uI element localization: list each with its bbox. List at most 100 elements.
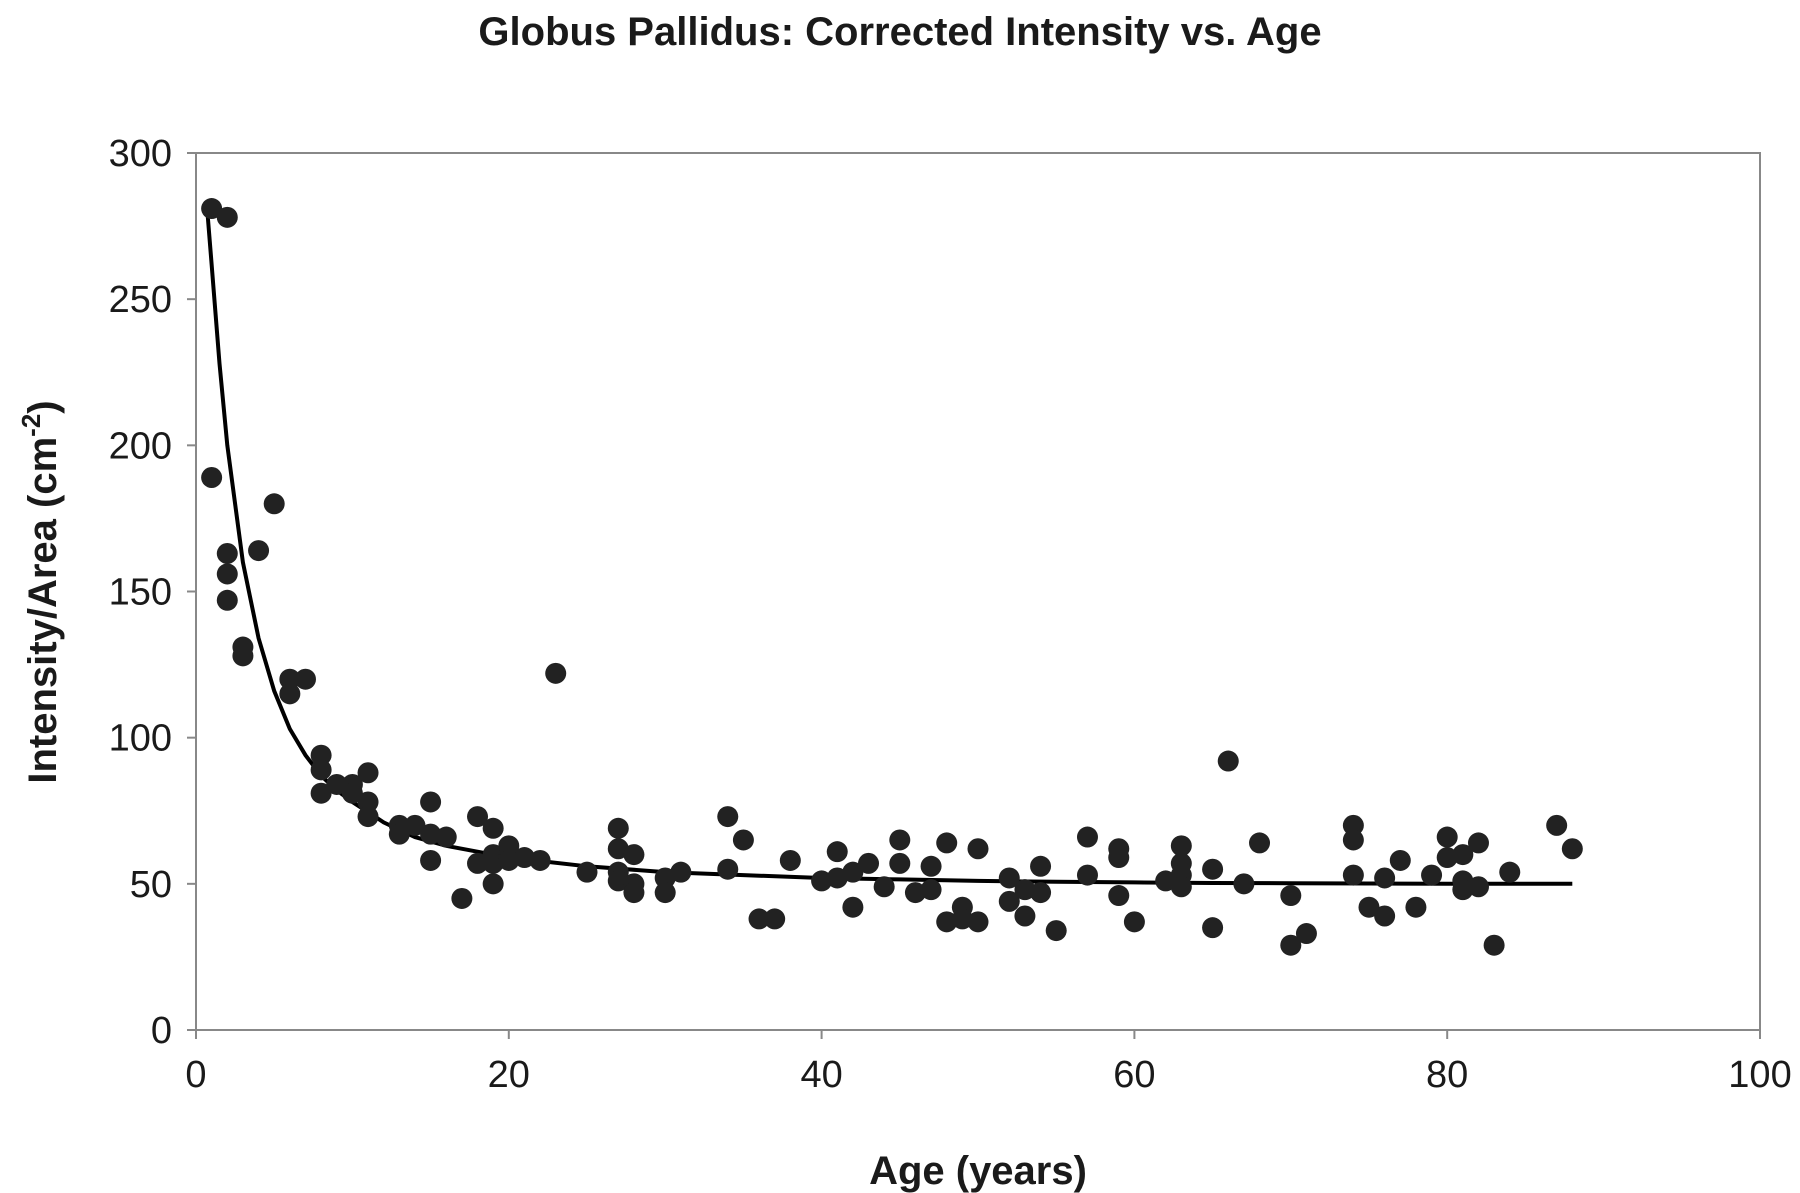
- x-axis-label: Age (years): [869, 1149, 1087, 1193]
- data-point: [279, 668, 301, 690]
- data-point: [357, 762, 379, 784]
- data-point: [1108, 847, 1130, 869]
- data-point: [607, 870, 629, 892]
- data-point: [1045, 920, 1067, 942]
- data-point: [936, 911, 958, 933]
- data-point: [388, 823, 410, 845]
- data-point: [357, 791, 379, 813]
- data-point: [1202, 917, 1224, 939]
- data-point: [1170, 835, 1192, 857]
- data-point: [842, 861, 864, 883]
- y-tick-label: 200: [109, 425, 172, 467]
- data-point: [310, 759, 332, 781]
- data-point: [858, 852, 880, 874]
- data-point: [889, 829, 911, 851]
- data-point: [904, 882, 926, 904]
- fit-curve: [204, 205, 1573, 886]
- data-point: [232, 645, 254, 667]
- data-point: [1467, 876, 1489, 898]
- y-axis-label-close: ): [21, 400, 65, 413]
- data-point: [670, 861, 692, 883]
- data-point: [1405, 896, 1427, 918]
- y-axis-label: Intensity/Area (cm-2): [16, 400, 65, 783]
- data-point: [216, 542, 238, 564]
- data-point: [967, 838, 989, 860]
- data-point: [732, 829, 754, 851]
- y-tick-label: 0: [151, 1010, 172, 1052]
- data-point: [1374, 867, 1396, 889]
- data-point: [998, 890, 1020, 912]
- data-point: [1358, 896, 1380, 918]
- data-point: [294, 668, 316, 690]
- data-point: [310, 782, 332, 804]
- data-point: [889, 852, 911, 874]
- data-point: [826, 841, 848, 863]
- data-point: [326, 773, 348, 795]
- data-point: [576, 861, 598, 883]
- x-tick-label: 80: [1426, 1054, 1468, 1096]
- data-point: [1249, 832, 1271, 854]
- data-point: [420, 791, 442, 813]
- data-point: [1421, 864, 1443, 886]
- data-point: [263, 493, 285, 515]
- data-point: [1280, 934, 1302, 956]
- data-point: [482, 873, 504, 895]
- data-point: [1014, 905, 1036, 927]
- data-point: [545, 662, 567, 684]
- data-point: [811, 870, 833, 892]
- data-point: [201, 198, 223, 220]
- data-point: [482, 817, 504, 839]
- y-tick-label: 250: [109, 279, 172, 321]
- data-point: [920, 879, 942, 901]
- data-point: [1561, 838, 1583, 860]
- data-point: [967, 911, 989, 933]
- data-point: [1202, 858, 1224, 880]
- data-point: [607, 817, 629, 839]
- data-point: [1217, 750, 1239, 772]
- x-tick-label: 0: [185, 1054, 206, 1096]
- data-point: [1342, 864, 1364, 886]
- data-point: [1483, 934, 1505, 956]
- data-point: [1030, 855, 1052, 877]
- data-point: [420, 823, 442, 845]
- plot-frame: [195, 152, 1761, 1031]
- data-point: [529, 849, 551, 871]
- data-point: [420, 849, 442, 871]
- data-point: [216, 563, 238, 585]
- y-axis-ticks: 0 50 100 150 200 250 300: [109, 133, 196, 1052]
- y-tick-label: 150: [109, 572, 172, 614]
- data-point: [1546, 814, 1568, 836]
- data-point: [1342, 829, 1364, 851]
- data-point: [1170, 876, 1192, 898]
- data-point: [1076, 864, 1098, 886]
- x-tick-label: 40: [800, 1054, 842, 1096]
- x-tick-label: 20: [488, 1054, 530, 1096]
- data-point: [623, 882, 645, 904]
- y-tick-label: 300: [109, 133, 172, 175]
- y-axis-label-superscript: -2: [16, 414, 46, 437]
- data-point: [779, 849, 801, 871]
- data-point: [748, 908, 770, 930]
- data-point: [873, 876, 895, 898]
- data-point: [1295, 923, 1317, 945]
- data-point: [1280, 885, 1302, 907]
- data-point: [1374, 905, 1396, 927]
- data-point: [216, 206, 238, 228]
- y-tick-label: 50: [130, 864, 172, 906]
- data-point: [998, 867, 1020, 889]
- data-point: [936, 832, 958, 854]
- data-point: [623, 844, 645, 866]
- data-point: [717, 858, 739, 880]
- data-point: [513, 847, 535, 869]
- data-point: [1108, 885, 1130, 907]
- data-point: [1452, 844, 1474, 866]
- data-point: [310, 744, 332, 766]
- y-tick-label: 100: [109, 718, 172, 760]
- data-point: [1076, 826, 1098, 848]
- chart-title: Globus Pallidus: Corrected Intensity vs.…: [478, 10, 1321, 54]
- data-point: [1014, 879, 1036, 901]
- data-point: [1342, 814, 1364, 836]
- data-point: [1123, 911, 1145, 933]
